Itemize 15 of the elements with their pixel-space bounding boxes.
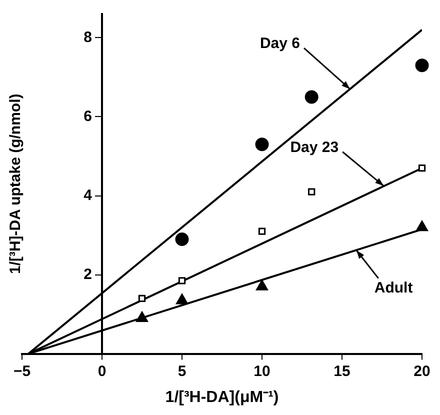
x-tick-label: 15: [334, 362, 350, 380]
x-tick-label: 10: [254, 362, 270, 380]
y-tick-label: 6: [84, 108, 92, 125]
x-tick-label: −5: [13, 362, 31, 380]
x-axis-title: 1/[³H-DA](μM⁻¹): [165, 388, 279, 406]
y-axis-title: 1/[³H]-DA uptake (g/nmol): [7, 94, 24, 274]
x-tick-label: 5: [178, 362, 186, 380]
x-tick-label: 0: [98, 362, 106, 380]
annotation: Day 23: [290, 139, 339, 156]
y-tick-label: 2: [84, 266, 92, 283]
annotation: Adult: [374, 279, 413, 296]
x-tick-label: 20: [414, 362, 430, 380]
y-tick-label: 8: [84, 28, 92, 46]
y-tick-label: 4: [84, 186, 93, 204]
annotation: Day 6: [260, 35, 300, 52]
